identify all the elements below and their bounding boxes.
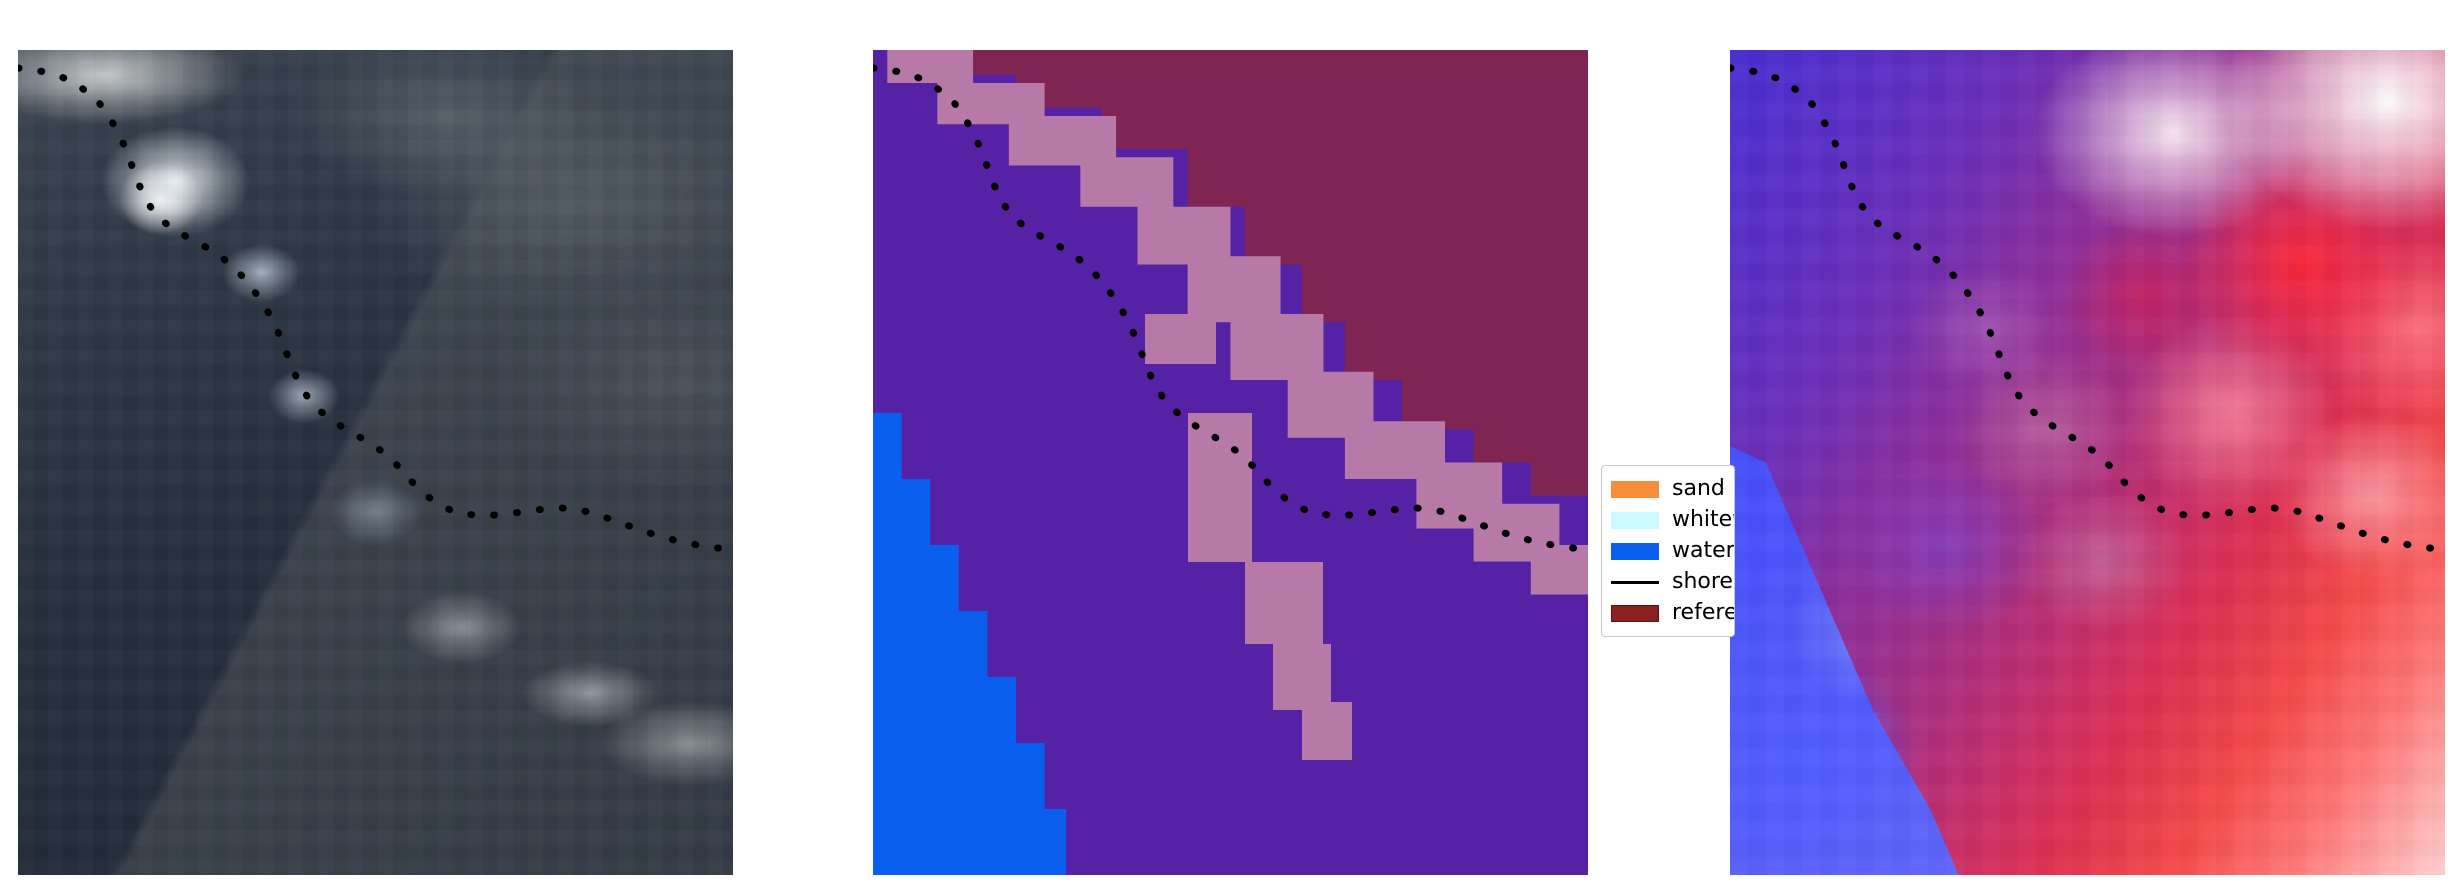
sand-class-patch <box>1187 413 1252 562</box>
sand-class-patch <box>1244 561 1324 644</box>
sand-class-patch <box>1273 644 1331 710</box>
legend-label-shoreline: shoreline <box>1672 569 1734 594</box>
sand-class-patch <box>1144 314 1217 364</box>
l5-panel-image[interactable] <box>1730 50 2445 875</box>
shoreline-line-icon <box>1611 580 1659 584</box>
classification-panel[interactable]: 1990-10-23-09-19-53 <box>873 50 1588 875</box>
whitewater-swatch-icon <box>1611 511 1659 529</box>
legend-label-sand: sand <box>1672 476 1725 501</box>
legend-item-reference: reference <box>1611 598 1734 628</box>
sar-speckle-layer <box>18 50 733 875</box>
sar-panel-image[interactable] <box>18 50 733 875</box>
sand-swatch-icon <box>1611 480 1659 498</box>
l5-pixel-texture-layer <box>1730 50 2445 875</box>
sar-panel[interactable]: sar0112 <box>18 50 733 875</box>
classification-panel-image[interactable] <box>873 50 1588 875</box>
legend-label-reference: reference <box>1672 600 1734 625</box>
legend-item-water: water <box>1611 536 1734 566</box>
legend-label-water: water <box>1672 538 1735 563</box>
water-swatch-icon <box>1611 542 1659 560</box>
reference-swatch-icon <box>1611 604 1659 622</box>
l5-panel[interactable]: L5 <box>1730 50 2445 875</box>
sand-class-patch <box>1302 701 1353 760</box>
legend-item-sand: sand <box>1611 474 1734 504</box>
legend-item-shoreline: shoreline <box>1611 567 1734 597</box>
